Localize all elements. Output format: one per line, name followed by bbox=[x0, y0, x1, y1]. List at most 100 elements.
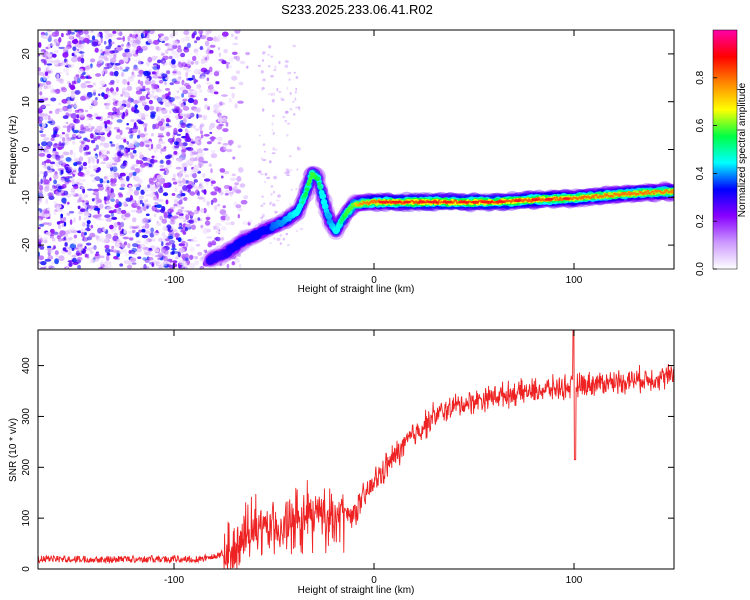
noise-speckle bbox=[184, 174, 189, 178]
noise-speckle bbox=[103, 40, 107, 45]
noise-speckle bbox=[286, 174, 290, 177]
noise-speckle bbox=[130, 209, 138, 213]
noise-speckle bbox=[57, 224, 62, 229]
noise-speckle bbox=[44, 103, 51, 107]
noise-speckle bbox=[173, 50, 177, 54]
noise-speckle bbox=[98, 126, 104, 129]
noise-speckle bbox=[46, 247, 52, 251]
noise-speckle bbox=[50, 264, 54, 268]
noise-speckle bbox=[151, 83, 155, 87]
noise-speckle bbox=[143, 206, 147, 212]
noise-speckle bbox=[144, 199, 149, 203]
noise-speckle bbox=[179, 112, 185, 117]
noise-speckle bbox=[86, 40, 90, 45]
noise-speckle bbox=[201, 173, 206, 178]
noise-speckle bbox=[40, 59, 46, 62]
noise-speckle bbox=[67, 108, 73, 113]
noise-speckle bbox=[80, 73, 84, 78]
noise-speckle bbox=[257, 170, 262, 174]
noise-speckle bbox=[70, 191, 76, 196]
noise-speckle bbox=[145, 87, 150, 91]
noise-speckle bbox=[124, 252, 131, 257]
ridge-mark bbox=[554, 198, 557, 202]
noise-speckle bbox=[145, 231, 151, 234]
noise-speckle bbox=[205, 82, 211, 85]
noise-speckle bbox=[80, 229, 88, 233]
noise-speckle bbox=[102, 265, 109, 269]
noise-speckle bbox=[71, 52, 75, 57]
noise-speckle bbox=[286, 86, 289, 91]
noise-speckle bbox=[196, 86, 200, 90]
noise-speckle bbox=[182, 231, 187, 235]
noise-speckle bbox=[112, 166, 118, 173]
noise-speckle bbox=[148, 163, 152, 168]
noise-speckle bbox=[178, 199, 183, 205]
noise-speckle bbox=[116, 238, 120, 242]
noise-speckle bbox=[141, 234, 149, 239]
noise-speckle bbox=[279, 242, 282, 245]
noise-speckle bbox=[78, 167, 82, 173]
noise-speckle bbox=[166, 181, 172, 188]
noise-speckle bbox=[120, 209, 127, 214]
noise-speckle bbox=[226, 63, 229, 69]
noise-speckle bbox=[204, 178, 211, 182]
noise-speckle bbox=[173, 127, 178, 134]
ridge-peak-mark bbox=[495, 200, 506, 204]
noise-speckle bbox=[149, 106, 155, 111]
noise-speckle bbox=[222, 128, 229, 133]
noise-speckle bbox=[108, 130, 112, 136]
noise-speckle bbox=[232, 42, 239, 46]
noise-speckle bbox=[260, 217, 263, 220]
noise-speckle bbox=[60, 63, 64, 67]
noise-speckle bbox=[99, 261, 104, 267]
noise-speckle bbox=[88, 158, 91, 165]
noise-speckle bbox=[166, 70, 171, 75]
noise-speckle bbox=[55, 154, 61, 161]
noise-speckle bbox=[68, 262, 73, 267]
noise-speckle bbox=[115, 143, 120, 148]
noise-speckle bbox=[165, 123, 170, 127]
noise-speckle bbox=[47, 166, 51, 170]
noise-speckle bbox=[56, 78, 63, 82]
noise-speckle bbox=[231, 173, 236, 177]
noise-speckle bbox=[192, 167, 200, 173]
noise-speckle bbox=[113, 126, 121, 130]
noise-speckle bbox=[172, 71, 177, 74]
noise-speckle bbox=[60, 154, 64, 159]
noise-speckle bbox=[293, 71, 296, 74]
noise-speckle bbox=[232, 156, 236, 160]
noise-speckle bbox=[45, 198, 48, 205]
noise-speckle bbox=[105, 217, 113, 222]
spectrogram-heatmap bbox=[38, 30, 674, 269]
noise-speckle bbox=[134, 168, 141, 174]
noise-speckle bbox=[285, 232, 289, 236]
noise-speckle bbox=[193, 124, 196, 130]
noise-speckle bbox=[132, 229, 136, 234]
noise-speckle bbox=[185, 133, 190, 139]
noise-speckle bbox=[43, 171, 48, 177]
noise-speckle bbox=[78, 36, 85, 41]
noise-speckle bbox=[86, 84, 94, 88]
noise-speckle bbox=[233, 201, 238, 207]
noise-speckle bbox=[275, 148, 278, 152]
noise-speckle bbox=[163, 260, 168, 266]
noise-speckle bbox=[119, 105, 125, 109]
noise-speckle bbox=[198, 76, 206, 80]
noise-speckle bbox=[196, 107, 201, 113]
noise-speckle bbox=[89, 105, 94, 110]
noise-speckle bbox=[166, 264, 172, 267]
noise-speckle bbox=[80, 186, 85, 189]
noise-speckle bbox=[225, 122, 229, 127]
noise-speckle bbox=[154, 254, 162, 258]
noise-speckle bbox=[150, 113, 156, 118]
ridge-peak-mark bbox=[514, 199, 522, 203]
noise-speckle bbox=[43, 60, 47, 66]
noise-speckle bbox=[95, 97, 98, 101]
noise-speckle bbox=[200, 123, 205, 128]
noise-speckle bbox=[186, 113, 192, 118]
noise-speckle bbox=[121, 215, 124, 219]
noise-speckle bbox=[51, 53, 57, 58]
noise-speckle bbox=[52, 89, 59, 92]
y-tick-label: -20 bbox=[21, 237, 32, 252]
noise-speckle bbox=[207, 46, 211, 52]
